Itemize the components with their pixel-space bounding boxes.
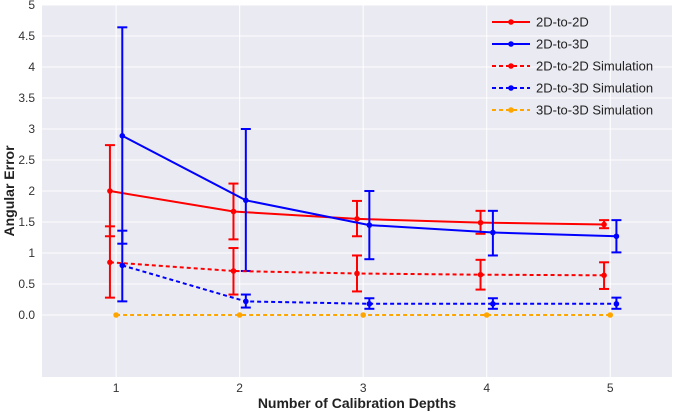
legend-item: 2D-to-3D Simulation (492, 81, 653, 96)
data-point (490, 301, 496, 307)
x-tick-label: 3 (360, 381, 367, 395)
y-tick-label: 5 (28, 0, 35, 12)
data-point (119, 262, 126, 269)
x-axis-label: Number of Calibration Depths (258, 395, 457, 411)
data-point (613, 233, 620, 240)
y-tick-label: 3.5 (18, 91, 35, 105)
data-point (477, 219, 484, 226)
legend: 2D-to-2D 2D-to-3D 2D-to-2D Simulation 2D-to… (492, 15, 653, 118)
series-group (104, 26, 622, 318)
legend-label: 3D-to-3D Simulation (536, 103, 653, 118)
legend-label: 2D-to-2D (536, 15, 589, 30)
legend-item: 2D-to-2D (492, 15, 589, 30)
x-tick-label: 4 (483, 381, 490, 395)
legend-marker (508, 63, 514, 69)
data-point (601, 221, 607, 228)
legend-item: 2D-to-3D (492, 37, 589, 52)
data-point (613, 301, 620, 307)
x-tick-label: 2 (236, 381, 243, 395)
data-point (601, 272, 607, 279)
x-tick-label: 5 (607, 381, 614, 395)
x-tick-labels: 1 2 3 4 5 (113, 381, 614, 395)
data-point (366, 222, 373, 228)
legend-label: 2D-to-3D (536, 37, 589, 52)
legend-item: 3D-to-3D Simulation (492, 103, 653, 118)
data-point (366, 301, 373, 307)
legend-label: 2D-to-3D Simulation (536, 81, 653, 96)
data-point (490, 229, 496, 236)
data-point (113, 312, 119, 318)
data-point (230, 268, 237, 274)
legend-marker (508, 19, 514, 25)
y-tick-label: 2 (28, 184, 35, 198)
y-tick-label: 4 (28, 60, 35, 74)
y-tick-label: 0.0 (18, 308, 35, 322)
data-point (607, 312, 614, 318)
data-point (477, 271, 484, 278)
data-point (236, 312, 243, 318)
series-5 (113, 312, 614, 318)
data-point (243, 197, 249, 204)
data-point (243, 298, 249, 305)
y-tick-label: 4.5 (18, 29, 35, 43)
data-point (107, 188, 113, 194)
y-tick-label: 3 (28, 122, 35, 136)
grid-lines (42, 4, 672, 377)
data-point (354, 216, 360, 222)
y-tick-label: 1 (28, 246, 35, 260)
legend-label: 2D-to-2D Simulation (536, 59, 653, 74)
legend-marker (508, 41, 514, 47)
x-tick-label: 1 (113, 381, 120, 395)
data-point (360, 312, 366, 318)
series-4 (117, 229, 622, 310)
data-point (230, 208, 237, 215)
y-tick-labels: 0.0 0.5 1 1.5 2 2.5 3 3.5 4 4.5 5 (18, 0, 35, 322)
legend-item: 2D-to-2D Simulation (492, 59, 653, 74)
y-tick-label: 2.5 (18, 153, 35, 167)
data-point (354, 270, 360, 277)
data-point (107, 259, 113, 266)
data-point (483, 312, 490, 318)
legend-marker (508, 85, 514, 91)
y-tick-label: 0.5 (18, 277, 35, 291)
y-tick-label: 1.5 (18, 215, 35, 229)
y-axis-label: Angular Error (1, 145, 17, 237)
legend-marker (508, 107, 514, 113)
data-point (119, 133, 126, 139)
series-3 (104, 225, 610, 299)
series-1 (104, 144, 610, 241)
